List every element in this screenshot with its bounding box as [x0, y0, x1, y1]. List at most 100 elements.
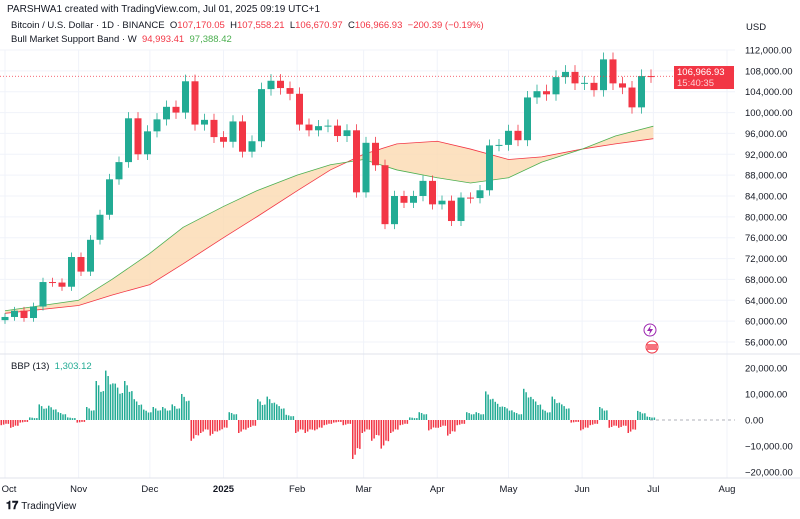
bbp-bar [561, 404, 563, 420]
bbp-bar [648, 416, 651, 420]
bbp-bar [601, 408, 603, 420]
bbp-bar [333, 420, 335, 423]
time-tick-label: May [500, 484, 518, 495]
bbp-bar [154, 408, 157, 420]
bbp-bar [150, 412, 152, 420]
bbp-bar [197, 420, 200, 436]
bbp-bar [166, 410, 169, 420]
bbp-bar [375, 420, 378, 436]
bbp-bar [119, 393, 121, 420]
bbp-bar [608, 420, 610, 428]
bbp-bar [230, 413, 233, 420]
bbp-bar [494, 401, 496, 420]
candle [619, 83, 626, 88]
bbp-bar [209, 420, 211, 436]
symbol-name[interactable]: Bitcoin / U.S. Dollar · 1D · BINANCE [11, 20, 165, 31]
bbp-bar [240, 420, 242, 432]
bbp-bar [90, 410, 93, 420]
bbp-bar [444, 420, 447, 426]
price-tick-label: 76,000.00 [745, 233, 787, 244]
bbp-bar [200, 420, 202, 433]
bbp-bar [361, 420, 363, 433]
bbp-bar [527, 397, 530, 420]
candle [552, 77, 560, 95]
time-tick-label: 2025 [213, 484, 235, 495]
bbp-bar [575, 420, 577, 422]
time-tick-label: Aug [719, 484, 736, 495]
candle [495, 144, 503, 146]
bbp-bar [582, 420, 584, 430]
bbp-bar [371, 420, 373, 441]
bbp-bar [451, 420, 454, 432]
bbp-bar [518, 414, 520, 420]
bbp-bar [59, 413, 62, 420]
bbp-bar [622, 420, 625, 426]
bbp-bar [62, 414, 64, 420]
bbp-bar [432, 420, 435, 428]
bbp-tick-label: −10,000.00 [745, 442, 793, 453]
bbp-bar [273, 402, 276, 420]
bbp-bar [257, 399, 259, 420]
bbp-bar [280, 408, 283, 420]
candle [153, 119, 161, 132]
bbp-bar [33, 418, 36, 420]
candle [1, 316, 9, 321]
candle [201, 119, 208, 125]
candle [334, 125, 341, 137]
time-tick-label: Jun [574, 484, 589, 495]
flag-glyph [647, 344, 657, 350]
bbp-bar [52, 409, 55, 420]
candle [476, 190, 484, 199]
bbp-bar [637, 410, 639, 420]
bbp-bar [159, 410, 162, 420]
bbp-bar [356, 420, 359, 449]
bbp-bar [74, 418, 76, 420]
candle [58, 282, 66, 287]
candle [267, 80, 275, 90]
time-tick-label: Oct [2, 484, 17, 495]
bbp-name[interactable]: BBP (13) [11, 361, 50, 372]
price-tick-label: 60,000.00 [745, 317, 787, 328]
bbp-bar [337, 420, 340, 422]
bbp-bar [249, 420, 252, 427]
bbp-bar [428, 420, 430, 431]
bbp-bar [347, 420, 349, 424]
bbp-bar [19, 420, 21, 423]
candle [571, 71, 579, 84]
bbp-bar [271, 403, 273, 420]
bbp-bar [651, 417, 653, 420]
bbp-bar [508, 410, 511, 420]
bbp-bar [36, 418, 38, 420]
bbp-bar [470, 414, 473, 420]
bbp-bar [195, 420, 197, 436]
bbp-tick-label: −20,000.00 [745, 468, 793, 479]
bbp-bar [442, 420, 444, 426]
candle [39, 282, 47, 307]
bbp-bar [425, 414, 428, 420]
candle [400, 196, 408, 203]
candle [524, 97, 531, 141]
bbp-bar [382, 420, 385, 446]
bbp-bar [629, 420, 632, 432]
band-name[interactable]: Bull Market Support Band · W [11, 34, 137, 45]
tradingview-logo[interactable]: 𝟏𝟕 TradingView [6, 500, 76, 513]
candle [457, 197, 465, 222]
currency-label[interactable]: USD [746, 22, 767, 33]
bbp-bar [544, 410, 546, 420]
candle [305, 124, 313, 131]
time-tick-label: Feb [289, 484, 305, 495]
bbp-bar [618, 420, 620, 428]
bbp-tick-label: 20,000.00 [745, 364, 787, 375]
bbp-bar [97, 385, 100, 420]
bbp-bar [323, 420, 325, 426]
bbp-bar [105, 370, 107, 420]
bbp-bar [354, 420, 356, 455]
candle [609, 59, 617, 84]
bbp-bar [31, 417, 33, 420]
bbp-bar [266, 396, 268, 420]
candle [543, 91, 550, 95]
bbp-bar [76, 420, 78, 423]
bbp-bar [86, 407, 88, 420]
attribution: PARSHWA1 created with TradingView.com, J… [7, 4, 321, 15]
